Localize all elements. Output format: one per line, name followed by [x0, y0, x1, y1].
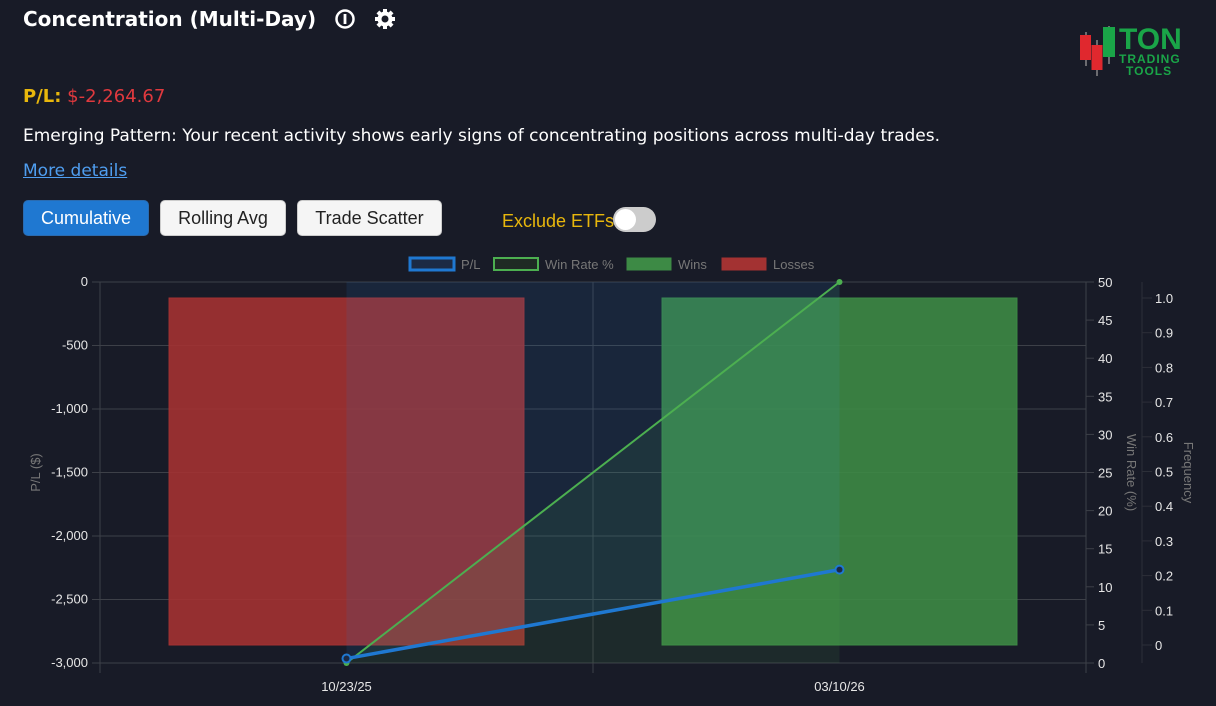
- pl-label: P/L:: [23, 86, 62, 107]
- pl-value: $-2,264.67: [67, 86, 166, 107]
- more-details-link[interactable]: More details: [23, 161, 128, 181]
- legend-swatch: [721, 257, 767, 271]
- win-rate-line: [345, 281, 841, 664]
- legend-item-p-l[interactable]: P/L: [408, 256, 481, 272]
- legend-swatch: [626, 257, 672, 271]
- toggle-knob: [615, 209, 636, 230]
- y-right2-tick-label: 0.2: [1155, 569, 1173, 584]
- tab-trade-scatter[interactable]: Trade Scatter: [297, 200, 442, 236]
- pattern-description: Emerging Pattern: Your recent activity s…: [23, 126, 941, 146]
- page-title: Concentration (Multi-Day): [23, 7, 317, 31]
- legend-item-wins[interactable]: Wins: [626, 257, 707, 272]
- legend-label: Wins: [678, 257, 707, 272]
- y-right1-tick-label: 5: [1098, 618, 1105, 633]
- legend-swatch: [408, 256, 456, 272]
- y-right2-tick-label: 1.0: [1155, 291, 1173, 306]
- y-left-tick-label: -1,000: [51, 401, 88, 416]
- y-right1-tick-label: 45: [1098, 313, 1112, 328]
- y-right1-axis-title: Win Rate (%): [1124, 434, 1139, 511]
- legend-swatch: [493, 257, 539, 271]
- y-right2-tick-label: 0.1: [1155, 603, 1173, 618]
- legend-label: Losses: [773, 257, 815, 272]
- exclude-etfs-label: Exclude ETFs: [502, 211, 615, 231]
- y-right1-tick-label: 10: [1098, 580, 1112, 595]
- y-right1-tick-label: 50: [1098, 275, 1112, 290]
- y-left-tick-label: -500: [62, 338, 88, 353]
- y-left-axis-title: P/L ($): [28, 453, 43, 492]
- y-right1-tick-label: 35: [1098, 389, 1112, 404]
- y-left-tick-label: -2,000: [51, 528, 88, 543]
- legend-item-losses[interactable]: Losses: [721, 257, 815, 272]
- x-tick-label: 03/10/26: [814, 679, 865, 694]
- pl-point: [834, 564, 845, 575]
- pl-line: [346, 567, 840, 661]
- y-left-tick-label: -1,500: [51, 465, 88, 480]
- legend-item-win-rate-[interactable]: Win Rate %: [493, 257, 614, 272]
- exclude-etfs-toggle[interactable]: [613, 207, 656, 232]
- page-title-row: Concentration (Multi-Day): [23, 7, 396, 31]
- pl-chart: 0 -500 -1,000 -1,500 -2,000 -2,500 -3,000 10/23…: [28, 256, 1196, 694]
- pl-summary: P/L: $-2,264.67: [23, 86, 165, 107]
- tab-rolling-avg[interactable]: Rolling Avg: [160, 200, 286, 236]
- y-right2-tick-label: 0: [1155, 638, 1162, 653]
- gear-icon[interactable]: [374, 8, 396, 30]
- svg-text:TRADING: TRADING: [1119, 52, 1181, 66]
- y-right2-tick-label: 0.9: [1155, 326, 1173, 341]
- y-left-tick-label: 0: [81, 274, 88, 289]
- y-right2-tick-label: 0.6: [1155, 430, 1173, 445]
- y-right1-tick-label: 40: [1098, 351, 1112, 366]
- svg-text:TON: TON: [1119, 23, 1182, 56]
- losses-bar: [168, 297, 525, 646]
- y-left-tick-label: -3,000: [51, 655, 88, 670]
- win-rate-point: [836, 279, 843, 285]
- y-right1-tick-label: 30: [1098, 427, 1112, 442]
- y-right2-axis-title: Frequency: [1181, 442, 1196, 504]
- legend-label: P/L: [461, 257, 481, 272]
- y-right1-tick-label: 20: [1098, 504, 1112, 519]
- y-right2-tick-label: 0.8: [1155, 360, 1173, 375]
- y-right1-tick-label: 0: [1098, 656, 1105, 671]
- y-left-tick-label: -2,500: [51, 592, 88, 607]
- pl-point: [341, 653, 352, 664]
- y-right1-tick-label: 15: [1098, 542, 1112, 557]
- legend-label: Win Rate %: [545, 257, 614, 272]
- y-right2-tick-label: 0.7: [1155, 395, 1173, 410]
- svg-text:TOOLS: TOOLS: [1126, 64, 1172, 78]
- y-right2-tick-label: 0.3: [1155, 534, 1173, 549]
- y-right2-tick-label: 0.4: [1155, 499, 1173, 514]
- y-right1-tick-label: 25: [1098, 466, 1112, 481]
- x-tick-label: 10/23/25: [321, 679, 372, 694]
- y-right2-tick-label: 0.5: [1155, 465, 1173, 480]
- ton-trading-tools-logo: TON TRADING TOOLS: [1076, 18, 1201, 84]
- wins-bar: [661, 297, 1018, 646]
- tab-cumulative[interactable]: Cumulative: [23, 200, 149, 236]
- info-icon[interactable]: [334, 8, 356, 30]
